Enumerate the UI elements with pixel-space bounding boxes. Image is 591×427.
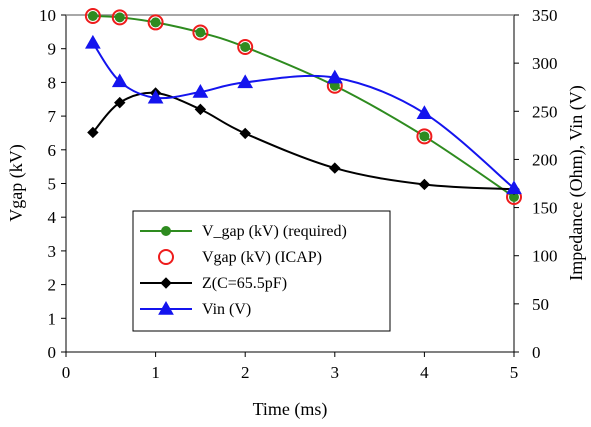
impedance-point [194, 103, 207, 116]
vgap-icap-point [237, 39, 254, 56]
impedance-point [114, 96, 126, 109]
impedance-point [329, 162, 341, 174]
y-left-tick-label: 9 [48, 40, 57, 59]
legend-vin-point [158, 300, 174, 315]
vin-point [326, 69, 343, 84]
y-right-tick-label: 350 [532, 6, 558, 25]
vin-point [111, 73, 128, 88]
vgap-required-point [87, 11, 98, 22]
vgap-required-point [195, 27, 206, 38]
y-right-tick-label: 300 [532, 54, 558, 73]
vgap-required-point [114, 12, 125, 23]
legend-item-vgap-required: V_gap (kV) (required) [140, 223, 347, 240]
legend-impedance-point [160, 277, 172, 289]
y-left-tick-label: 0 [48, 343, 57, 362]
vgap-required-point [419, 131, 430, 142]
vgap-icap-point [84, 8, 101, 25]
impedance-point [418, 178, 431, 191]
vgap-icap-point [147, 14, 164, 31]
y-left-tick-label: 7 [48, 107, 57, 126]
vgap-icap-point [111, 9, 128, 26]
y-left-tick-label: 4 [48, 208, 57, 227]
x-tick-label: 3 [331, 363, 340, 382]
y-left-tick-label: 2 [48, 276, 57, 295]
x-tick-label: 0 [62, 363, 71, 382]
vgap-required-point [150, 17, 161, 28]
x-tick-label: 1 [151, 363, 160, 382]
vin-point [147, 89, 164, 104]
legend-vgap-required-point [161, 226, 171, 236]
x-tick-label: 5 [510, 363, 519, 382]
vin-point [85, 34, 101, 49]
vin-series [85, 34, 522, 195]
impedance-point [239, 127, 251, 140]
legend-vgap-icap-point [158, 249, 174, 265]
y-left-tick-label: 5 [48, 175, 57, 194]
y-left-tick-label: 1 [48, 309, 57, 328]
legend-label: Vgap (kV) (ICAP) [202, 249, 322, 266]
x-tick-label: 4 [420, 363, 429, 382]
legend-item-vin: Vin (V) [140, 300, 251, 318]
y-left-tick-label: 3 [48, 242, 57, 261]
impedance-point [87, 126, 99, 139]
y-right-tick-label: 0 [532, 343, 541, 362]
vin-point [192, 84, 209, 98]
vin-point [237, 74, 254, 89]
y-right-axis-ticks: 0 50 100 150 200 250 300 350 [514, 6, 558, 362]
vgap-icap-point [192, 24, 209, 41]
y-left-axis-ticks: 0 1 2 3 4 5 6 7 8 9 10 [39, 6, 66, 362]
y-right-tick-label: 200 [532, 150, 558, 169]
legend-label: V_gap (kV) (required) [202, 223, 347, 240]
series-layer [84, 8, 522, 205]
y-left-axis-title: Vgap (kV) [6, 144, 27, 221]
y-right-tick-label: 150 [532, 199, 558, 218]
vgap-required-point [240, 42, 251, 53]
x-axis-title: Time (ms) [253, 399, 328, 420]
y-right-tick-label: 250 [532, 102, 558, 121]
legend-label: Vin (V) [202, 301, 251, 318]
vin-point [416, 105, 433, 119]
y-left-tick-label: 10 [39, 6, 56, 25]
y-right-axis-title: Impedance (Ohm), Vin (V) [566, 85, 587, 281]
legend-item-impedance: Z(C=65.5pF) [140, 275, 287, 292]
x-tick-label: 2 [241, 363, 250, 382]
legend: V_gap (kV) (required) Vgap (kV) (ICAP) Z(C… [132, 210, 391, 332]
vin-point [506, 180, 522, 195]
y-right-tick-label: 50 [532, 295, 549, 314]
legend-label: Z(C=65.5pF) [202, 275, 287, 292]
vgap-required-series [87, 11, 519, 202]
y-right-tick-label: 100 [532, 247, 558, 266]
x-axis-ticks: 0 1 2 3 4 5 [62, 352, 519, 382]
vgap-icap-point [416, 128, 433, 145]
y-left-tick-label: 6 [48, 141, 57, 160]
legend-item-vgap-icap: Vgap (kV) (ICAP) [158, 249, 322, 266]
y-left-tick-label: 8 [48, 73, 57, 92]
